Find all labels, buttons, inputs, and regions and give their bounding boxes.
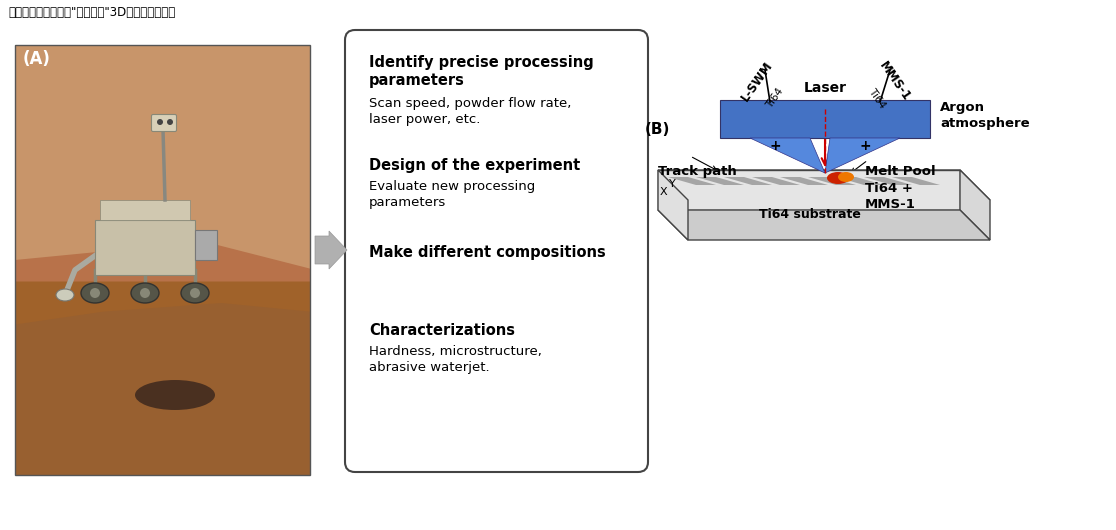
Text: L-SWM: L-SWM [739,59,776,103]
Text: Melt Pool: Melt Pool [865,165,935,178]
Text: (B): (B) [645,122,671,137]
Polygon shape [668,177,716,185]
Ellipse shape [135,380,215,410]
Polygon shape [825,138,899,173]
Polygon shape [15,303,310,475]
Text: Laser: Laser [804,81,847,95]
Text: +: + [769,139,781,153]
Text: Identify precise processing
parameters: Identify precise processing parameters [369,55,594,88]
Text: Argon
atmosphere: Argon atmosphere [940,101,1030,129]
Polygon shape [658,170,687,240]
Text: 宇航员未来或能实现"就地取材"3D打印工具和零件: 宇航员未来或能实现"就地取材"3D打印工具和零件 [8,6,175,19]
Ellipse shape [827,172,849,184]
Text: Ti64 +
MMS-1: Ti64 + MMS-1 [865,182,916,211]
FancyBboxPatch shape [15,277,310,475]
Ellipse shape [81,283,109,303]
Circle shape [190,288,200,298]
FancyBboxPatch shape [195,230,217,260]
Text: Ti64: Ti64 [866,86,887,110]
Polygon shape [658,170,960,210]
Text: Track path: Track path [658,165,737,178]
Text: Ti64 substrate: Ti64 substrate [759,208,860,222]
FancyArrow shape [315,231,347,269]
Ellipse shape [131,283,158,303]
FancyBboxPatch shape [15,45,310,281]
Polygon shape [808,177,856,185]
Circle shape [157,119,163,125]
FancyBboxPatch shape [152,114,176,131]
Polygon shape [15,238,310,281]
Text: +: + [859,139,870,153]
Text: Design of the experiment: Design of the experiment [369,158,580,173]
Circle shape [167,119,173,125]
Text: (A): (A) [23,50,51,68]
Polygon shape [724,177,772,185]
Text: Evaluate new processing
parameters: Evaluate new processing parameters [369,180,536,209]
Polygon shape [864,177,912,185]
Text: Ti64: Ti64 [764,86,786,110]
Text: Make different compositions: Make different compositions [369,245,606,260]
Polygon shape [960,170,990,240]
Polygon shape [752,177,800,185]
FancyBboxPatch shape [345,30,648,472]
Polygon shape [658,210,990,240]
Polygon shape [696,177,744,185]
Text: X: X [660,187,667,197]
Polygon shape [750,138,825,173]
Polygon shape [658,170,990,200]
Ellipse shape [56,289,74,301]
Polygon shape [780,177,828,185]
FancyBboxPatch shape [100,200,190,220]
FancyBboxPatch shape [720,100,930,138]
Polygon shape [892,177,940,185]
Text: Characterizations: Characterizations [369,323,514,338]
Circle shape [140,288,150,298]
Polygon shape [836,177,884,185]
Ellipse shape [838,172,854,182]
Text: MMS-1: MMS-1 [877,59,913,103]
Circle shape [90,288,100,298]
Ellipse shape [181,283,209,303]
FancyBboxPatch shape [95,220,195,275]
Text: Hardness, microstructure,
abrasive waterjet.: Hardness, microstructure, abrasive water… [369,345,542,374]
Text: Scan speed, powder flow rate,
laser power, etc.: Scan speed, powder flow rate, laser powe… [369,97,571,126]
Text: Y: Y [668,179,675,189]
